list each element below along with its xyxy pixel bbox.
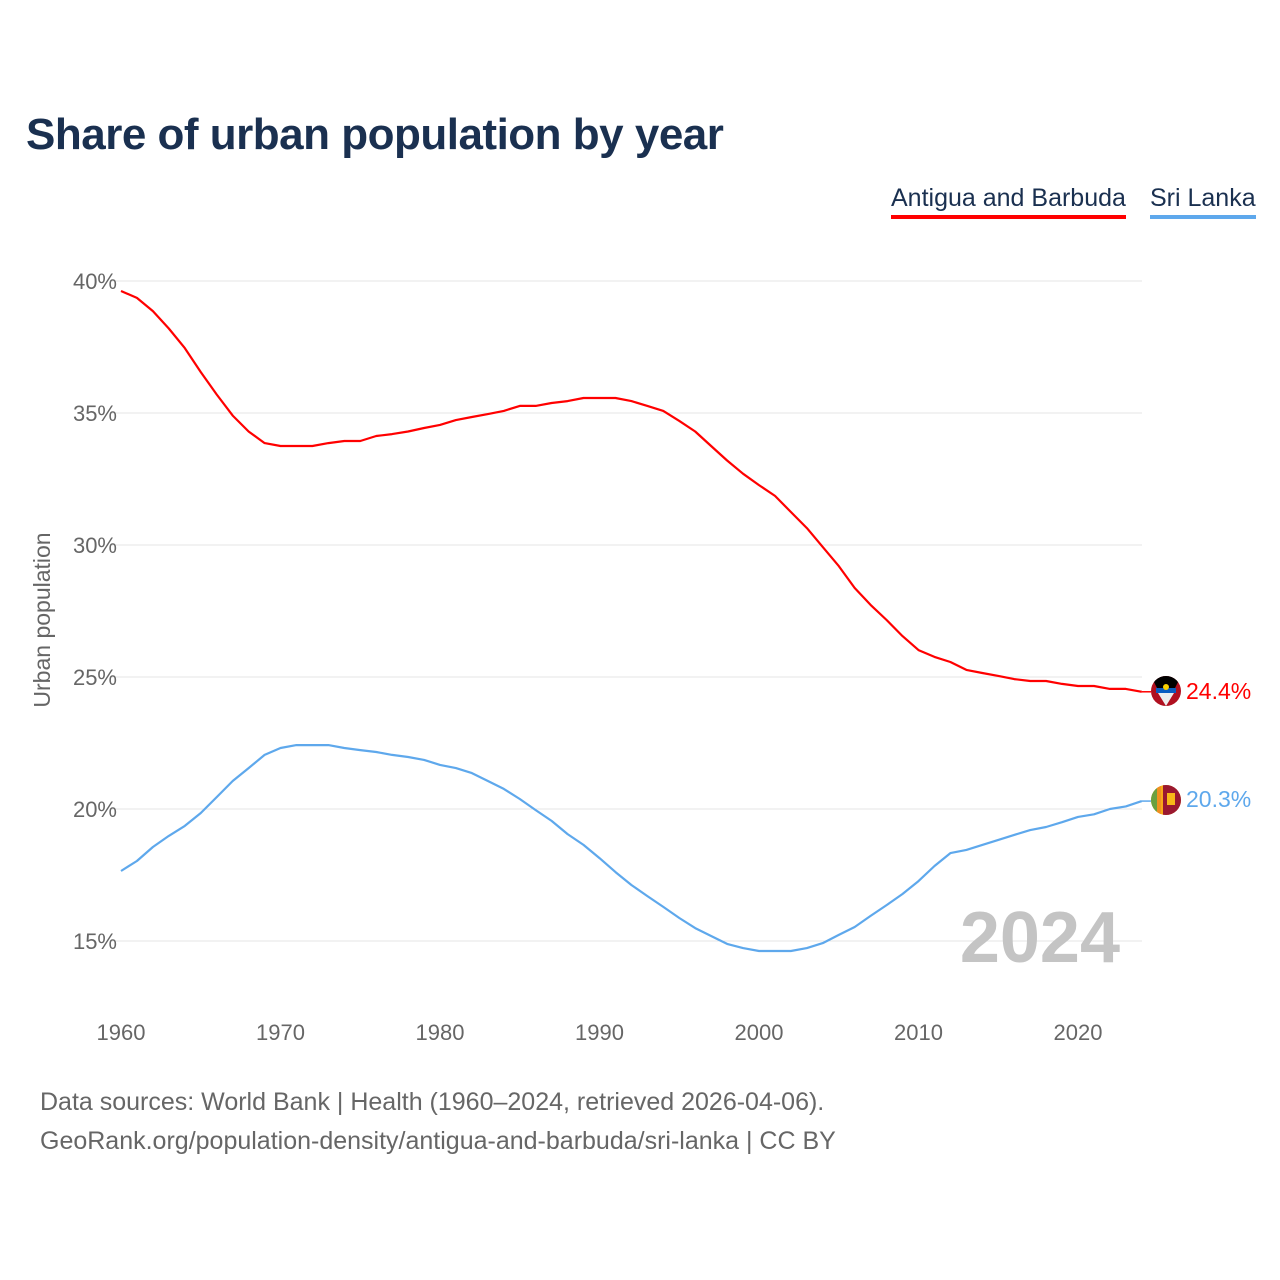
chart-title: Share of urban population by year — [26, 110, 724, 159]
x-tick-label: 1960 — [97, 1020, 146, 1045]
y-axis-label: Urban population — [29, 532, 55, 707]
end-label-sri-lanka: 20.3% — [1186, 786, 1251, 812]
legend-sri-lanka[interactable]: Sri Lanka — [1150, 184, 1256, 219]
x-tick-label: 2020 — [1054, 1020, 1103, 1045]
y-tick-label: 35% — [73, 401, 117, 426]
y-tick-label: 40% — [73, 269, 117, 294]
footer-url[interactable]: GeoRank.org/population-density/antigua-a… — [40, 1127, 836, 1155]
y-tick-label: 25% — [73, 665, 117, 690]
x-tick-label: 2010 — [894, 1020, 943, 1045]
sri-lanka-flag-icon — [1151, 785, 1181, 815]
series-line-sri-lanka — [120, 744, 1143, 953]
year-watermark: 2024 — [960, 898, 1120, 978]
footer-sources: Data sources: World Bank | Health (1960–… — [40, 1088, 825, 1116]
antigua-flag-icon — [1151, 676, 1181, 706]
legend-antigua-and-barbuda[interactable]: Antigua and Barbuda — [891, 184, 1126, 219]
x-tick-label: 1970 — [256, 1020, 305, 1045]
end-label-antigua: 24.4% — [1186, 678, 1251, 704]
x-tick-label: 1990 — [575, 1020, 624, 1045]
series-line-antigua — [120, 289, 1142, 693]
y-tick-label: 20% — [73, 797, 117, 822]
y-tick-label: 30% — [73, 533, 117, 558]
x-tick-label: 1980 — [416, 1020, 465, 1045]
x-tick-label: 2000 — [735, 1020, 784, 1045]
y-tick-label: 15% — [73, 929, 117, 954]
